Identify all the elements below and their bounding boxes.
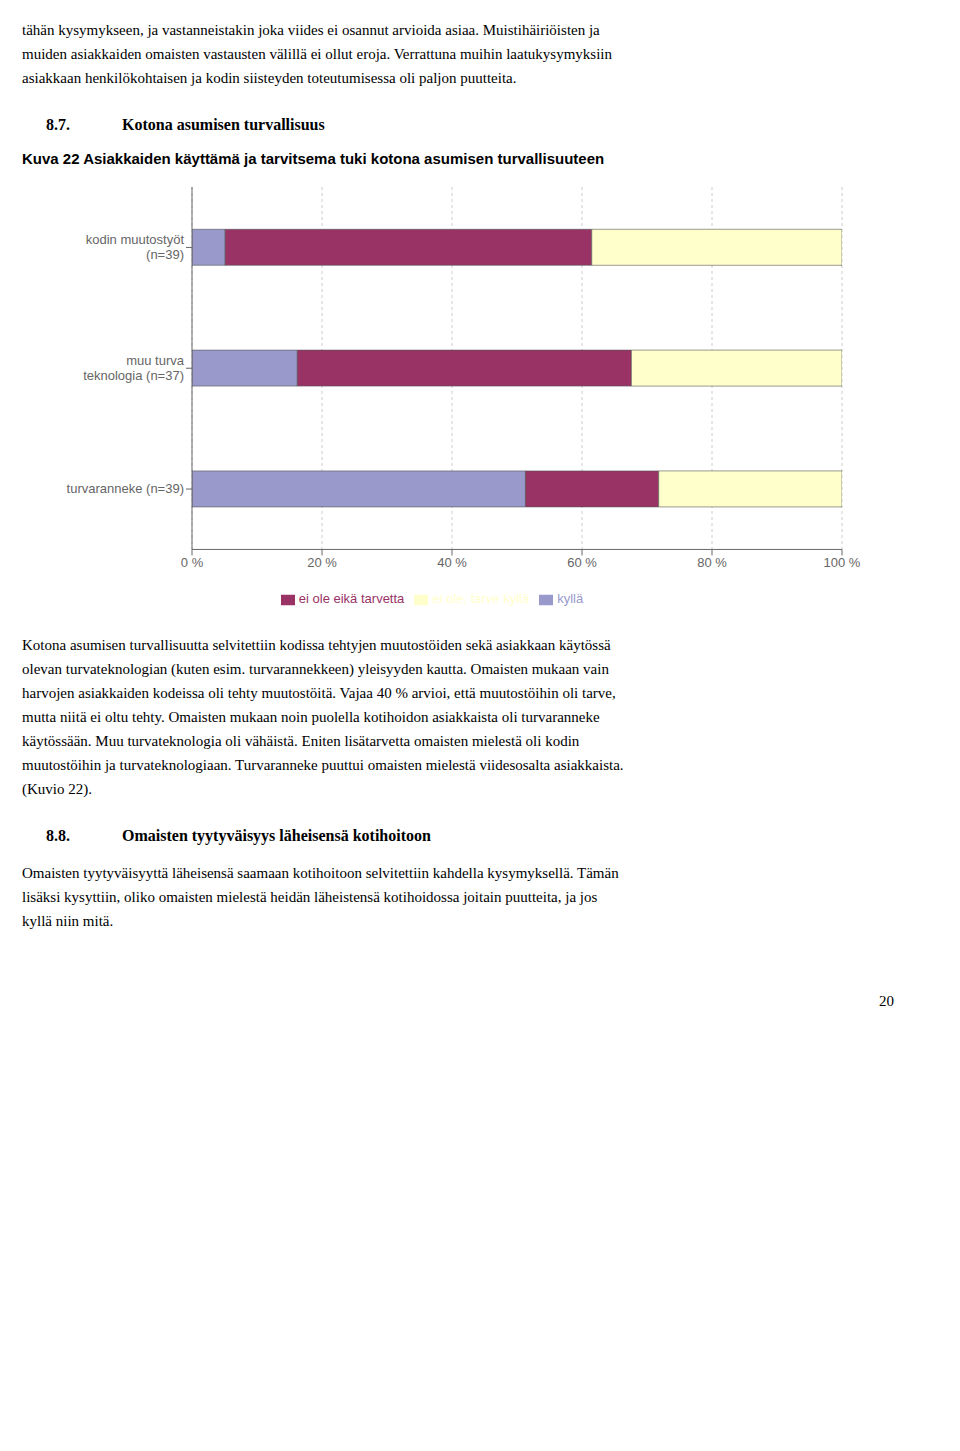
svg-text:80 %: 80 % xyxy=(697,555,727,570)
html-text:tähän kysymykseen, ja vastanne: tähän kysymykseen, ja vastanneistakin jo… xyxy=(22,22,600,38)
html-text:Kuva 22 Asiakkaiden käyttämä j: Kuva 22 Asiakkaiden käyttämä ja tarvitse… xyxy=(22,150,605,167)
html-text:muutostöihin ja turvateknologi: muutostöihin ja turvateknologiaan. Turva… xyxy=(22,757,624,773)
html-text:20: 20 xyxy=(879,993,894,1009)
html-text:asiakkaan henkilökohtaisen ja: asiakkaan henkilökohtaisen ja kodin siis… xyxy=(22,70,517,86)
svg-text:kodin muutostyöt(n=39): kodin muutostyöt(n=39) xyxy=(86,232,185,262)
svg-text:40 %: 40 % xyxy=(437,555,467,570)
svg-text:100 %: 100 % xyxy=(824,555,861,570)
html-text:(Kuvio 22).: (Kuvio 22). xyxy=(22,781,92,797)
html-text:muiden asiakkaiden omaisten va: muiden asiakkaiden omaisten vastausten v… xyxy=(22,46,612,62)
html-text:kyllä niin mitä.: kyllä niin mitä. xyxy=(22,913,114,929)
html-text:olevan turvateknologian (kuten: olevan turvateknologian (kuten esim. tur… xyxy=(22,661,609,677)
html-text:8.7.: 8.7. xyxy=(46,116,70,133)
html-text:mutta niitä ei oltu tehty. Oma: mutta niitä ei oltu tehty. Omaisten muka… xyxy=(22,709,600,725)
html-text:Omaisten tyytyväisyys läheisen: Omaisten tyytyväisyys läheisensä kotihoi… xyxy=(122,827,431,844)
svg-text:muu turvateknologia (n=37): muu turvateknologia (n=37) xyxy=(83,353,185,383)
svg-text:60 %: 60 % xyxy=(567,555,597,570)
html-text:8.8.: 8.8. xyxy=(46,827,70,844)
svg-text:20 %: 20 % xyxy=(307,555,337,570)
html-text:kyllä: kyllä xyxy=(557,591,584,607)
html-text:ei ole eikä tarvetta: ei ole eikä tarvetta xyxy=(298,591,405,607)
html-text:harvojen asiakkaiden kodeissa: harvojen asiakkaiden kodeissa oli tehty … xyxy=(22,685,616,701)
svg-text:0 %: 0 % xyxy=(181,555,204,570)
html-text:Kotona asumisen turvallisuus: Kotona asumisen turvallisuus xyxy=(122,116,325,133)
svg-text:turvaranneke (n=39): turvaranneke (n=39) xyxy=(67,481,184,496)
html-text:lisäksi kysyttiin, oliko omais: lisäksi kysyttiin, oliko omaisten mieles… xyxy=(22,889,598,905)
html-text:käytössään. Muu turvateknologi: käytössään. Muu turvateknologia oli vähä… xyxy=(22,733,580,749)
html-text:Omaisten tyytyväisyyttä läheis: Omaisten tyytyväisyyttä läheisensä saama… xyxy=(22,865,619,881)
html-text:Kotona asumisen turvallisuutta: Kotona asumisen turvallisuutta selvitett… xyxy=(22,637,611,653)
html-text:ei ole, tarve kyllä: ei ole, tarve kyllä xyxy=(432,591,530,607)
